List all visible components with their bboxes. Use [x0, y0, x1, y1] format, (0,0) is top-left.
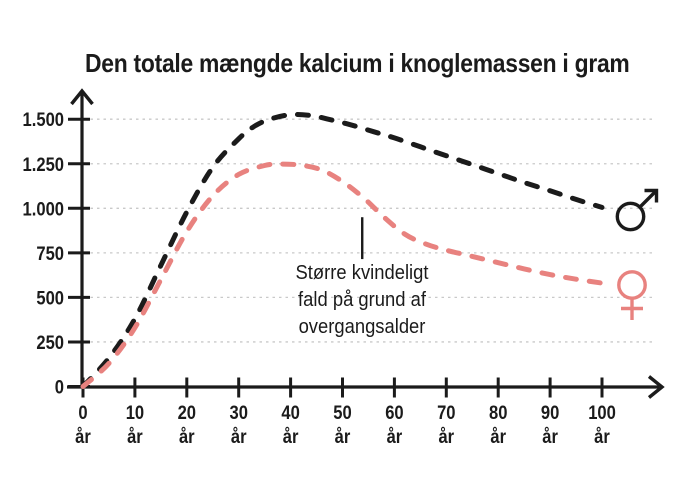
female-symbol-icon: [617, 270, 647, 320]
annotation-line: Større kvindeligt: [295, 262, 429, 284]
female-series-line: [80, 161, 605, 389]
x-tick-unit-label: år: [283, 426, 299, 448]
x-tick-label: 90: [541, 402, 559, 424]
y-tick-label: 1.000: [23, 198, 64, 220]
x-tick-unit-label: år: [335, 426, 351, 448]
x-tick-label: 30: [229, 402, 247, 424]
y-axis-arrow-icon: [70, 88, 94, 106]
x-axis-arrow-icon: [647, 375, 665, 399]
x-tick-unit-label: år: [542, 426, 558, 448]
x-tick-label: 100: [588, 402, 616, 424]
male-symbol-icon: [615, 188, 659, 232]
x-tick-label: 20: [178, 402, 196, 424]
y-tick-label: 1.250: [23, 154, 64, 176]
menopause-annotation: Større kvindeligt fald på grund af overg…: [270, 260, 454, 341]
annotation-line: overgangsalder: [298, 316, 426, 338]
x-tick-unit-label: år: [594, 426, 610, 448]
x-tick-unit-label: år: [387, 426, 403, 448]
annotation-line: fald på grund af: [298, 289, 426, 311]
x-tick-unit-label: år: [179, 426, 195, 448]
x-tick-unit-label: år: [438, 426, 454, 448]
y-tick-label: 0: [55, 376, 64, 398]
x-tick-label: 10: [126, 402, 144, 424]
y-tick-label: 250: [36, 332, 64, 354]
x-tick-label: 50: [333, 402, 351, 424]
x-tick-label: 40: [281, 402, 299, 424]
male-series-line: [80, 112, 605, 389]
x-tick-label: 0: [78, 402, 87, 424]
x-tick-label: 70: [437, 402, 455, 424]
x-tick-unit-label: år: [490, 426, 506, 448]
x-tick-label: 60: [385, 402, 403, 424]
chart-title: Den totale mængde kalcium i knoglemassen…: [85, 48, 630, 78]
x-tick-label: 80: [489, 402, 507, 424]
y-tick-label: 1.500: [23, 109, 64, 131]
x-tick-unit-label: år: [75, 426, 91, 448]
x-tick-unit-label: år: [231, 426, 247, 448]
y-tick-label: 500: [36, 287, 64, 309]
y-tick-label: 750: [36, 243, 64, 265]
x-tick-unit-label: år: [127, 426, 143, 448]
